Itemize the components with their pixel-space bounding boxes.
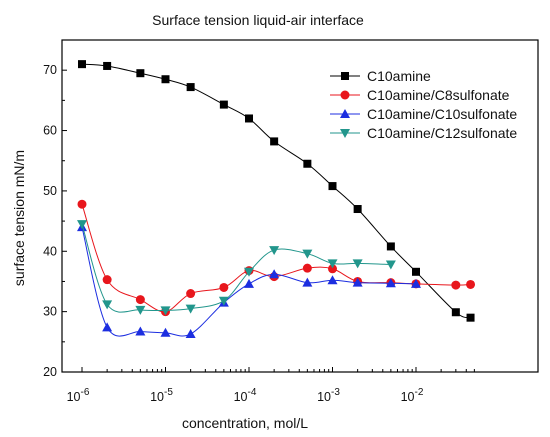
data-point bbox=[102, 275, 112, 285]
data-point bbox=[451, 280, 461, 290]
legend-label: C10amine/C8sulfonate bbox=[367, 87, 510, 103]
data-point bbox=[328, 264, 337, 274]
data-point bbox=[102, 322, 113, 332]
x-tick-label: 10-6 bbox=[67, 387, 90, 404]
data-point bbox=[328, 182, 337, 191]
x-tick-label: 10-5 bbox=[150, 387, 173, 404]
series-3 bbox=[77, 222, 421, 338]
data-point bbox=[218, 296, 229, 306]
data-point bbox=[103, 61, 112, 70]
legend-marker bbox=[340, 129, 350, 138]
legend-item: C10amine/C8sulfonate bbox=[330, 87, 510, 103]
data-point bbox=[219, 282, 229, 292]
data-point bbox=[353, 205, 362, 214]
data-point bbox=[102, 300, 113, 310]
data-point bbox=[412, 267, 420, 276]
chart-title: Surface tension liquid-air interface bbox=[152, 12, 364, 28]
data-point bbox=[386, 242, 395, 251]
data-point bbox=[245, 114, 253, 123]
legend-label: C10amine/C12sulfonate bbox=[367, 125, 517, 141]
plot-area-frame bbox=[61, 39, 539, 373]
data-point bbox=[352, 259, 363, 269]
y-tick-label: 50 bbox=[43, 184, 57, 198]
legend-marker bbox=[340, 109, 350, 118]
legend-label: C10amine/C10sulfonate bbox=[367, 106, 517, 122]
legend-item: C10amine bbox=[330, 68, 431, 84]
series-2 bbox=[77, 199, 476, 317]
data-point bbox=[161, 75, 170, 84]
y-tick-label: 20 bbox=[43, 365, 57, 379]
data-point bbox=[136, 69, 145, 78]
data-point bbox=[186, 83, 195, 92]
data-point bbox=[269, 269, 280, 279]
data-point bbox=[185, 304, 196, 314]
data-point bbox=[185, 328, 196, 338]
data-point bbox=[466, 313, 475, 322]
data-point bbox=[244, 267, 254, 277]
data-point bbox=[327, 259, 338, 269]
legend-item: C10amine/C10sulfonate bbox=[330, 106, 517, 122]
x-axis: 10-6 10-5 10-4 10-3 10-2 bbox=[67, 367, 475, 404]
legend: C10amine C10amine/C8sulfonate C10amine/C10… bbox=[330, 68, 517, 141]
data-point bbox=[302, 263, 312, 273]
data-point bbox=[385, 278, 396, 288]
data-point bbox=[269, 246, 280, 256]
y-axis: 20 30 40 50 60 70 bbox=[43, 63, 67, 379]
data-point bbox=[135, 305, 146, 315]
y-axis-label: surface tension mN/m bbox=[11, 150, 27, 286]
x-tick-label: 10-2 bbox=[401, 387, 424, 404]
legend-label: C10amine bbox=[367, 68, 431, 84]
series-4 bbox=[77, 220, 396, 316]
y-tick-label: 30 bbox=[43, 305, 57, 319]
data-point bbox=[186, 289, 196, 299]
data-point bbox=[466, 279, 476, 289]
y-tick-label: 60 bbox=[43, 124, 57, 138]
data-point bbox=[352, 277, 363, 287]
x-tick-label: 10-3 bbox=[317, 387, 340, 404]
data-point bbox=[135, 295, 145, 305]
y-tick-label: 70 bbox=[43, 63, 57, 77]
data-point bbox=[244, 278, 254, 288]
data-point bbox=[451, 308, 460, 317]
y-tick-label: 40 bbox=[43, 244, 57, 258]
series-layer bbox=[77, 60, 476, 338]
data-point bbox=[302, 277, 313, 287]
data-point bbox=[135, 326, 146, 336]
data-point bbox=[302, 249, 313, 259]
legend-marker bbox=[340, 90, 350, 100]
data-point bbox=[78, 60, 86, 69]
x-axis-label: concentration, mol/L bbox=[182, 415, 308, 431]
series-line bbox=[81, 223, 391, 313]
data-point bbox=[77, 220, 87, 230]
data-point bbox=[327, 275, 338, 285]
legend-marker bbox=[341, 72, 349, 80]
data-point bbox=[411, 278, 421, 288]
data-point bbox=[219, 100, 228, 109]
data-point bbox=[160, 306, 171, 316]
data-point bbox=[385, 260, 396, 270]
series-1 bbox=[78, 60, 475, 322]
data-point bbox=[303, 159, 312, 168]
data-point bbox=[160, 327, 171, 337]
legend-item: C10amine/C12sulfonate bbox=[330, 125, 517, 141]
data-point bbox=[270, 137, 279, 146]
data-point bbox=[77, 199, 87, 209]
x-tick-label: 10-4 bbox=[234, 387, 257, 404]
